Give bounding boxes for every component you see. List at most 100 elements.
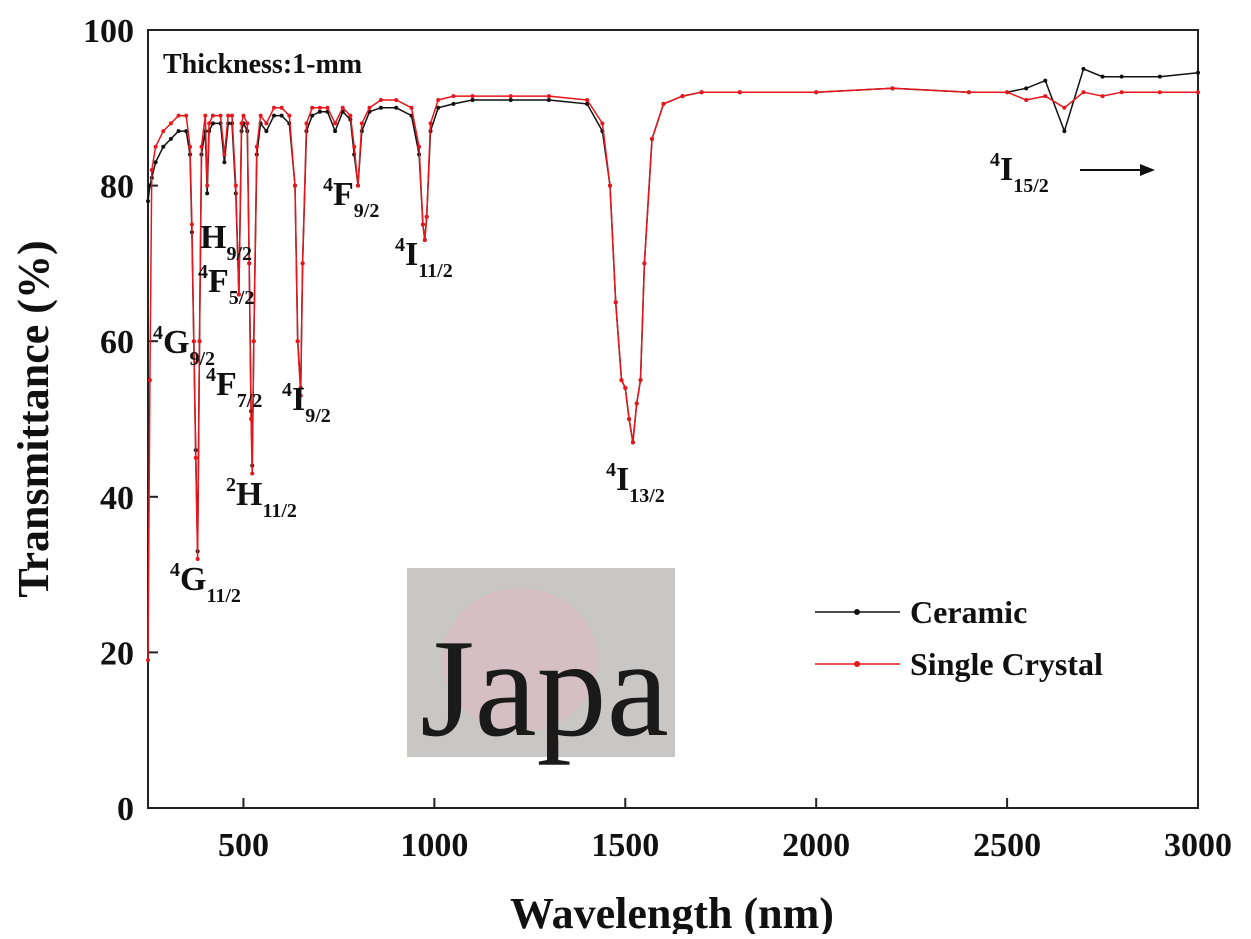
annotation-base: H	[236, 476, 262, 513]
x-tick-label: 500	[218, 827, 269, 864]
annotation-sub: 7/2	[237, 390, 263, 412]
data-point	[451, 101, 456, 106]
annotation-sup: 4	[395, 234, 405, 256]
data-point	[508, 98, 513, 103]
data-point	[348, 113, 353, 118]
annotation-base: F	[208, 263, 229, 300]
x-tick-label: 3000	[1164, 827, 1232, 864]
y-tick-label: 40	[100, 480, 134, 517]
data-point	[623, 385, 628, 390]
data-point	[317, 109, 322, 114]
data-point	[1157, 74, 1162, 79]
data-point	[153, 144, 158, 149]
data-point	[356, 183, 360, 188]
data-point	[1043, 78, 1048, 83]
data-point	[168, 121, 173, 126]
data-point	[254, 144, 259, 149]
annotation-base: I	[292, 381, 305, 418]
data-point	[424, 214, 429, 219]
annotation-sup: 4	[606, 459, 616, 481]
data-point	[233, 183, 238, 188]
data-point	[333, 129, 338, 134]
annotation-sub: 15/2	[1013, 175, 1049, 197]
data-point	[153, 160, 158, 165]
data-point	[287, 113, 292, 118]
data-point	[161, 144, 166, 149]
y-tick-label: 100	[83, 13, 134, 50]
data-point	[814, 90, 819, 95]
data-point	[176, 129, 181, 134]
data-point	[1081, 66, 1086, 71]
data-point	[205, 191, 210, 196]
data-point	[378, 105, 383, 110]
data-point	[239, 121, 244, 126]
annotation-base: H	[200, 219, 226, 256]
data-point	[298, 393, 303, 398]
data-point	[409, 105, 414, 110]
annotation-sub: 11/2	[418, 260, 452, 282]
annotation-sub: 9/2	[189, 348, 215, 370]
annotation-sup: 4	[282, 379, 292, 401]
data-point	[470, 94, 475, 99]
data-point	[230, 113, 234, 118]
x-axis-label: Wavelength (nm)	[510, 889, 834, 934]
data-point	[304, 121, 309, 126]
data-point	[310, 105, 315, 110]
data-point	[272, 113, 276, 118]
data-point	[205, 183, 210, 188]
data-point	[394, 98, 399, 103]
annotation-sub: 5/2	[229, 287, 255, 309]
data-point	[176, 113, 181, 118]
data-point	[279, 113, 284, 118]
data-point	[638, 378, 643, 383]
data-point	[340, 105, 345, 110]
annotation-sub: 13/2	[629, 485, 665, 507]
annotation-sub: 9/2	[226, 243, 252, 265]
annotation: 4F9/2	[323, 174, 379, 222]
data-point	[546, 98, 551, 103]
data-point	[1119, 74, 1124, 79]
legend-label: Single Crystal	[910, 646, 1103, 682]
data-point	[585, 98, 590, 103]
data-point	[1062, 129, 1067, 134]
data-point	[451, 94, 456, 99]
data-point	[600, 121, 605, 126]
data-point	[146, 199, 150, 204]
data-point	[191, 339, 196, 344]
annotation-sub: 11/2	[262, 500, 296, 522]
data-point	[378, 98, 383, 103]
data-point	[1062, 105, 1067, 110]
data-point	[222, 160, 227, 165]
data-point	[1196, 70, 1200, 75]
annotation-base: I	[1000, 151, 1013, 188]
annotation-arrowhead	[1140, 164, 1155, 176]
x-tick-label: 2000	[782, 827, 850, 864]
data-point	[613, 300, 618, 305]
annotation-sub: 11/2	[206, 585, 240, 607]
legend-marker	[854, 661, 860, 667]
annotation-base: F	[333, 176, 354, 213]
series-line	[147, 87, 1198, 661]
data-point	[1024, 86, 1029, 91]
data-point	[226, 113, 231, 118]
data-point	[394, 105, 399, 110]
annotation-sup: 2	[226, 474, 236, 496]
annotation-base: F	[216, 366, 237, 403]
data-point	[249, 417, 254, 421]
plot-frame	[147, 29, 1199, 809]
data-point	[300, 261, 305, 266]
data-point	[189, 222, 194, 227]
data-point	[264, 121, 269, 126]
data-point	[210, 113, 215, 118]
data-point	[470, 98, 475, 103]
data-point	[1081, 90, 1086, 95]
data-point	[279, 105, 284, 110]
data-point	[737, 90, 742, 95]
data-point	[352, 144, 357, 149]
data-point	[585, 101, 590, 106]
data-point	[1196, 90, 1200, 95]
data-point	[293, 183, 297, 188]
data-point	[422, 238, 427, 243]
annotation: Thickness:1-mm	[163, 49, 362, 80]
